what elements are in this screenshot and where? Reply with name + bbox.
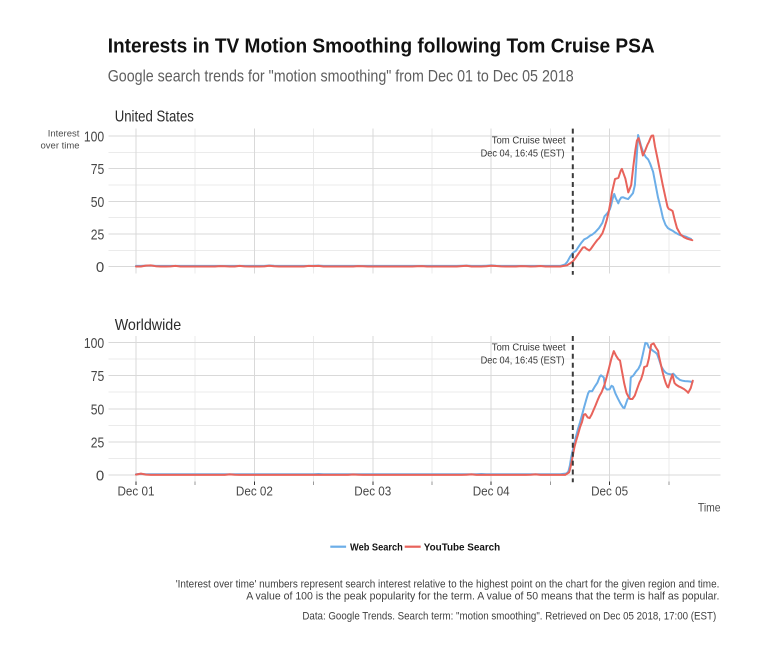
svg-text:Dec 04, 16:45 (EST): Dec 04, 16:45 (EST) (481, 149, 565, 160)
svg-text:United States: United States (115, 108, 194, 125)
svg-text:100: 100 (84, 129, 104, 146)
svg-text:0: 0 (96, 468, 104, 485)
svg-text:Interests in TV Motion Smoothi: Interests in TV Motion Smoothing followi… (108, 36, 655, 58)
svg-text:25: 25 (91, 434, 105, 451)
svg-text:Dec 05: Dec 05 (591, 483, 628, 498)
svg-text:Dec 04: Dec 04 (473, 483, 510, 498)
svg-text:Dec 04, 16:45 (EST): Dec 04, 16:45 (EST) (481, 355, 565, 366)
svg-text:Worldwide: Worldwide (115, 317, 182, 334)
svg-text:Dec 03: Dec 03 (354, 483, 391, 498)
svg-text:YouTube Search: YouTube Search (424, 542, 500, 553)
svg-text:25: 25 (91, 226, 105, 243)
svg-text:Dec 02: Dec 02 (236, 483, 273, 498)
svg-text:Web Search: Web Search (350, 542, 403, 553)
svg-text:Data: Google Trends. Search te: Data: Google Trends. Search term: "motio… (302, 611, 716, 623)
svg-text:50: 50 (91, 401, 105, 418)
svg-text:75: 75 (91, 368, 105, 385)
svg-text:Time: Time (698, 500, 721, 514)
svg-text:A value of 100 is the peak pop: A value of 100 is the peak popularity fo… (246, 591, 719, 603)
svg-text:Google search trends for "moti: Google search trends for "motion smoothi… (108, 66, 574, 85)
svg-text:0: 0 (96, 259, 104, 276)
svg-text:75: 75 (91, 161, 105, 178)
svg-text:Tom Cruise tweet: Tom Cruise tweet (492, 136, 566, 147)
svg-text:Tom Cruise tweet: Tom Cruise tweet (492, 343, 566, 354)
svg-text:over time: over time (41, 141, 80, 152)
svg-text:100: 100 (84, 335, 104, 352)
svg-text:Dec 01: Dec 01 (118, 483, 155, 498)
svg-text:50: 50 (91, 194, 105, 211)
svg-text:Interest: Interest (48, 128, 80, 139)
svg-text:'Interest over time' numbers r: 'Interest over time' numbers represent s… (176, 579, 720, 591)
